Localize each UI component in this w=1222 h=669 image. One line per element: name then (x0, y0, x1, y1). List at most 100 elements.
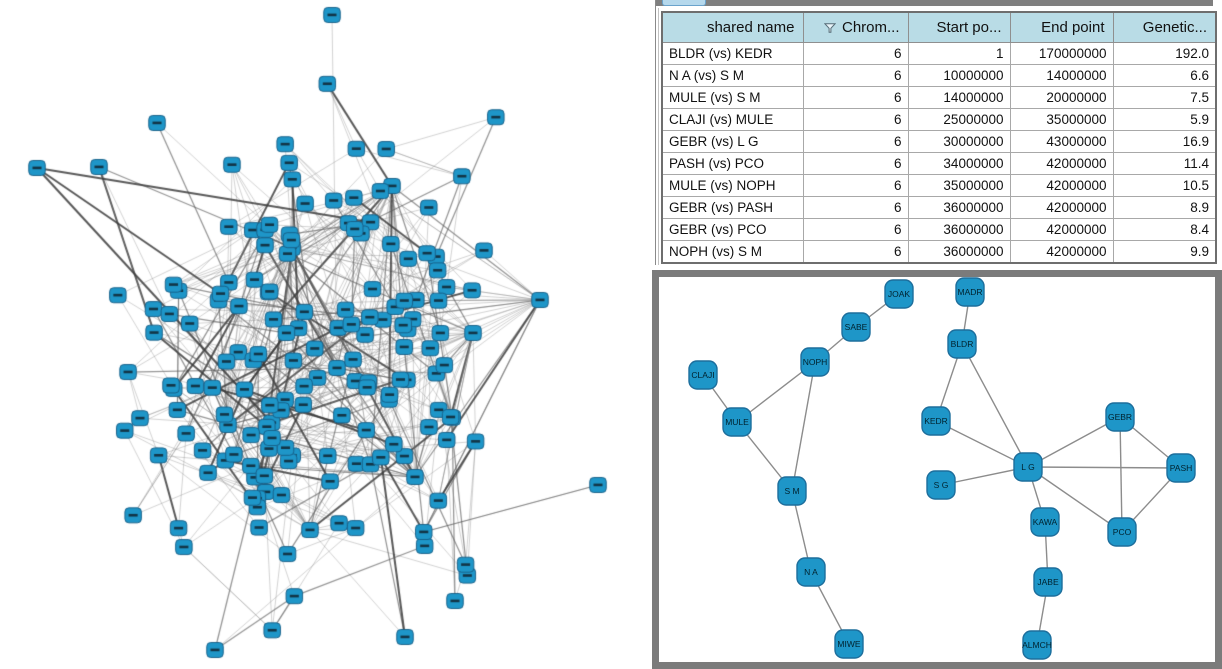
node-label: GEBR (1108, 412, 1132, 422)
node-shape (926, 470, 956, 500)
cell-value: 36000000 (907, 218, 1011, 241)
node-label: KAWA (1033, 517, 1058, 527)
filter-icon[interactable] (823, 23, 836, 33)
network-edge-L G-GEBR[interactable] (1027, 416, 1121, 468)
table-header-row: shared name Chrom... Start po... End point G… (661, 11, 1217, 43)
network-node-SG[interactable]: S G (926, 470, 956, 500)
cell-shared-name: CLAJI (vs) MULE (661, 108, 804, 131)
network-edge-L G-PCO[interactable] (1027, 466, 1123, 533)
cell-value: 30000000 (907, 130, 1011, 153)
node-label: MULE (725, 417, 749, 427)
cell-value: 42000000 (1009, 174, 1114, 197)
table-row[interactable]: GEBR (vs) PCO 6 36000000 42000000 8.4 (661, 218, 1217, 241)
selected-subnetwork-panel: CLAJI MULE NOPH SABE JOAK MADR BLDR KEDR GEBR L G… (652, 270, 1222, 669)
small-network-view[interactable]: CLAJI MULE NOPH SABE JOAK MADR BLDR KEDR GEBR L G… (659, 277, 1215, 662)
column-header-label: End point (1041, 19, 1105, 36)
node-shape (1013, 452, 1043, 482)
cell-value: 36000000 (907, 240, 1011, 264)
cell-value: 34000000 (907, 152, 1011, 175)
network-node-MIWE[interactable]: MIWE (834, 629, 864, 659)
toolbar-tab[interactable] (662, 0, 706, 6)
cell-value: 6 (802, 42, 909, 65)
network-node-JABE[interactable]: JABE (1033, 567, 1063, 597)
network-node-PASH[interactable]: PASH (1166, 453, 1196, 483)
cell-value: 6 (802, 64, 909, 87)
cell-shared-name: BLDR (vs) KEDR (661, 42, 804, 65)
network-node-ALMCH[interactable]: ALMCH (1022, 630, 1052, 660)
cell-value: 6 (802, 240, 909, 264)
network-edge-BLDR-L G[interactable] (961, 343, 1029, 468)
network-node-MULE[interactable]: MULE (722, 407, 752, 437)
column-header-chrom[interactable]: Chrom... (802, 11, 909, 43)
network-node-GEBR[interactable]: GEBR (1105, 402, 1135, 432)
node-shape (884, 279, 914, 309)
node-label: BLDR (951, 339, 974, 349)
node-shape (688, 360, 718, 390)
network-edge-GEBR-PCO[interactable] (1119, 416, 1123, 533)
column-header-label: Start po... (936, 19, 1002, 36)
table-row[interactable]: PASH (vs) PCO 6 34000000 42000000 11.4 (661, 152, 1217, 175)
cell-value: 42000000 (1009, 196, 1114, 219)
large-network-canvas[interactable] (0, 0, 652, 669)
network-node-BLDR[interactable]: BLDR (947, 329, 977, 359)
cell-value: 6 (802, 218, 909, 241)
table-row[interactable]: MULE (vs) S M 6 14000000 20000000 7.5 (661, 86, 1217, 109)
table-row[interactable]: MULE (vs) NOPH 6 35000000 42000000 10.5 (661, 174, 1217, 197)
cell-value: 8.9 (1112, 196, 1217, 219)
network-node-MADR[interactable]: MADR (955, 277, 985, 307)
table-row[interactable]: GEBR (vs) L G 6 30000000 43000000 16.9 (661, 130, 1217, 153)
table-row[interactable]: NOPH (vs) S M 6 36000000 42000000 9.9 (661, 240, 1217, 264)
node-shape (834, 629, 864, 659)
network-edge-KEDR-L G[interactable] (935, 420, 1029, 468)
node-label: S M (784, 486, 799, 496)
column-header-endpoint[interactable]: End point (1009, 11, 1114, 43)
node-shape (947, 329, 977, 359)
cell-shared-name: MULE (vs) NOPH (661, 174, 804, 197)
node-shape (1166, 453, 1196, 483)
table-row[interactable]: GEBR (vs) PASH 6 36000000 42000000 8.9 (661, 196, 1217, 219)
network-node-PCO[interactable]: PCO (1107, 517, 1137, 547)
network-node-SABE[interactable]: SABE (841, 312, 871, 342)
cell-shared-name: GEBR (vs) PCO (661, 218, 804, 241)
cell-value: 7.5 (1112, 86, 1217, 109)
cell-shared-name: GEBR (vs) PASH (661, 196, 804, 219)
table-row[interactable]: BLDR (vs) KEDR 6 1 170000000 192.0 (661, 42, 1217, 65)
column-header-sharedname[interactable]: shared name (661, 11, 804, 43)
network-node-SM[interactable]: S M (777, 476, 807, 506)
column-header-startpo[interactable]: Start po... (907, 11, 1011, 43)
node-shape (1033, 567, 1063, 597)
cell-shared-name: GEBR (vs) L G (661, 130, 804, 153)
node-label: L G (1021, 462, 1034, 472)
cell-shared-name: NOPH (vs) S M (661, 240, 804, 264)
network-node-LG[interactable]: L G (1013, 452, 1043, 482)
column-header-genetic[interactable]: Genetic... (1112, 11, 1217, 43)
node-shape (841, 312, 871, 342)
table-row[interactable]: N A (vs) S M 6 10000000 14000000 6.6 (661, 64, 1217, 87)
cell-value: 6 (802, 152, 909, 175)
network-node-NOPH[interactable]: NOPH (800, 347, 830, 377)
table-row[interactable]: CLAJI (vs) MULE 6 25000000 35000000 5.9 (661, 108, 1217, 131)
node-label: SABE (845, 322, 868, 332)
network-node-JOAK[interactable]: JOAK (884, 279, 914, 309)
cell-value: 6 (802, 196, 909, 219)
node-label: JABE (1037, 577, 1059, 587)
cell-value: 5.9 (1112, 108, 1217, 131)
node-label: PCO (1113, 527, 1132, 537)
node-label: CLAJI (691, 370, 714, 380)
network-edge-NOPH-S M[interactable] (791, 361, 816, 492)
node-shape (796, 557, 826, 587)
cell-value: 36000000 (907, 196, 1011, 219)
edge-attribute-table: shared name Chrom... Start po... End point G… (661, 11, 1217, 264)
cell-value: 6.6 (1112, 64, 1217, 87)
cell-shared-name: MULE (vs) S M (661, 86, 804, 109)
network-node-CLAJI[interactable]: CLAJI (688, 360, 718, 390)
node-shape (800, 347, 830, 377)
cell-value: 14000000 (907, 86, 1011, 109)
network-node-KEDR[interactable]: KEDR (921, 406, 951, 436)
network-node-NA[interactable]: N A (796, 557, 826, 587)
network-edge-L G-PASH[interactable] (1027, 466, 1182, 469)
toolbar-strip (655, 0, 1213, 6)
node-label: JOAK (888, 289, 911, 299)
network-node-KAWA[interactable]: KAWA (1030, 507, 1060, 537)
